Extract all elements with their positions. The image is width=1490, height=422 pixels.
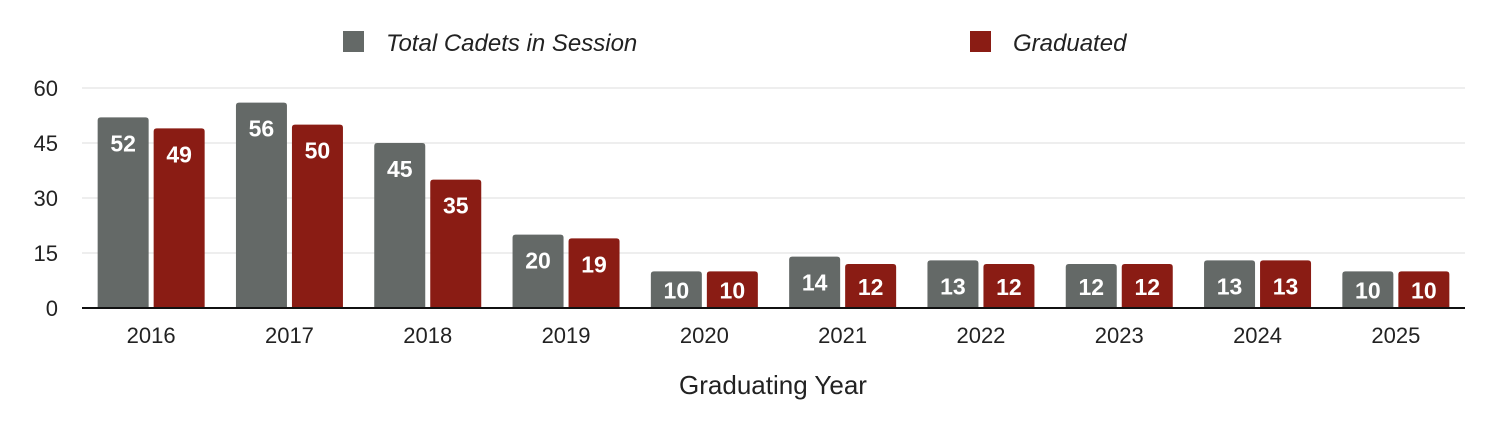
bar-total-2017	[235, 102, 287, 309]
legend-label: Graduated	[1013, 30, 1127, 57]
bar-graduated-2021	[845, 264, 897, 308]
y-tick-label: 15	[34, 241, 58, 266]
bar-graduated-2024	[1260, 260, 1312, 308]
data-label: 12	[1134, 274, 1160, 300]
bar-total-2025	[1342, 271, 1394, 308]
grid-lines	[82, 87, 1465, 254]
x-axis: 2016 2017 2018 2019 2020 2021 2022 2023 2024 2025	[82, 307, 1465, 348]
bar-graduated-2023	[1121, 264, 1173, 308]
data-label: 10	[1355, 278, 1381, 304]
data-label: 10	[664, 278, 690, 304]
bars	[97, 102, 1450, 309]
legend-label: Total Cadets in Session	[386, 30, 637, 57]
data-label: 49	[166, 141, 192, 167]
data-label: 13	[1217, 273, 1243, 299]
bar-graduated-2017	[291, 124, 343, 309]
legend-swatch	[343, 31, 364, 52]
data-label: 20	[525, 248, 551, 274]
data-label: 50	[305, 138, 331, 164]
data-label: 45	[387, 156, 413, 182]
y-tick-label: 45	[34, 131, 58, 156]
bar-total-2024	[1204, 260, 1256, 308]
data-label: 52	[110, 130, 136, 156]
bar-graduated-2019	[568, 238, 620, 308]
bar-total-2020	[650, 271, 702, 308]
data-label: 10	[1411, 278, 1437, 304]
data-label: 13	[1273, 273, 1299, 299]
x-axis-title: Graduating Year	[679, 370, 867, 400]
bar-graduated-2016	[153, 128, 205, 308]
bar-total-2016	[97, 117, 149, 308]
x-tick-label: 2023	[1095, 323, 1144, 348]
bar-total-2023	[1065, 264, 1117, 308]
bar-graduated-2022	[983, 264, 1035, 308]
x-tick-label: 2016	[127, 323, 176, 348]
bar-total-2018	[374, 143, 426, 308]
x-tick-label: 2020	[680, 323, 729, 348]
data-label: 12	[858, 274, 884, 300]
x-tick-label: 2019	[542, 323, 591, 348]
data-labels: 52 49 56 50 45 35 20 19 10 10 14 12 13 12 12 12 13 13 10 10	[110, 116, 1436, 304]
data-label: 12	[1078, 274, 1104, 300]
bar-total-2022	[927, 260, 979, 308]
data-label: 10	[720, 278, 746, 304]
x-tick-label: 2025	[1371, 323, 1420, 348]
y-tick-label: 60	[34, 76, 58, 101]
y-tick-label: 30	[34, 186, 58, 211]
y-tick-label: 0	[46, 296, 58, 321]
x-tick-label: 2024	[1233, 323, 1282, 348]
x-tick-label: 2022	[956, 323, 1005, 348]
data-label: 35	[443, 193, 469, 219]
data-label: 13	[940, 273, 966, 299]
data-label: 19	[581, 251, 607, 277]
data-label: 56	[249, 116, 275, 142]
bar-graduated-2025	[1398, 271, 1450, 308]
y-axis: 0 15 30 45 60	[34, 76, 58, 321]
data-label: 12	[996, 274, 1022, 300]
x-tick-label: 2017	[265, 323, 314, 348]
x-tick-label: 2021	[818, 323, 867, 348]
x-tick-label: 2018	[403, 323, 452, 348]
bar-total-2019	[512, 234, 564, 308]
legend-swatch	[970, 31, 991, 52]
bar-graduated-2018	[430, 179, 482, 308]
data-label: 14	[802, 270, 828, 296]
bar-graduated-2020	[706, 271, 758, 308]
legend: Total Cadets in Session Graduated	[343, 30, 1127, 57]
bar-total-2021	[789, 256, 841, 308]
